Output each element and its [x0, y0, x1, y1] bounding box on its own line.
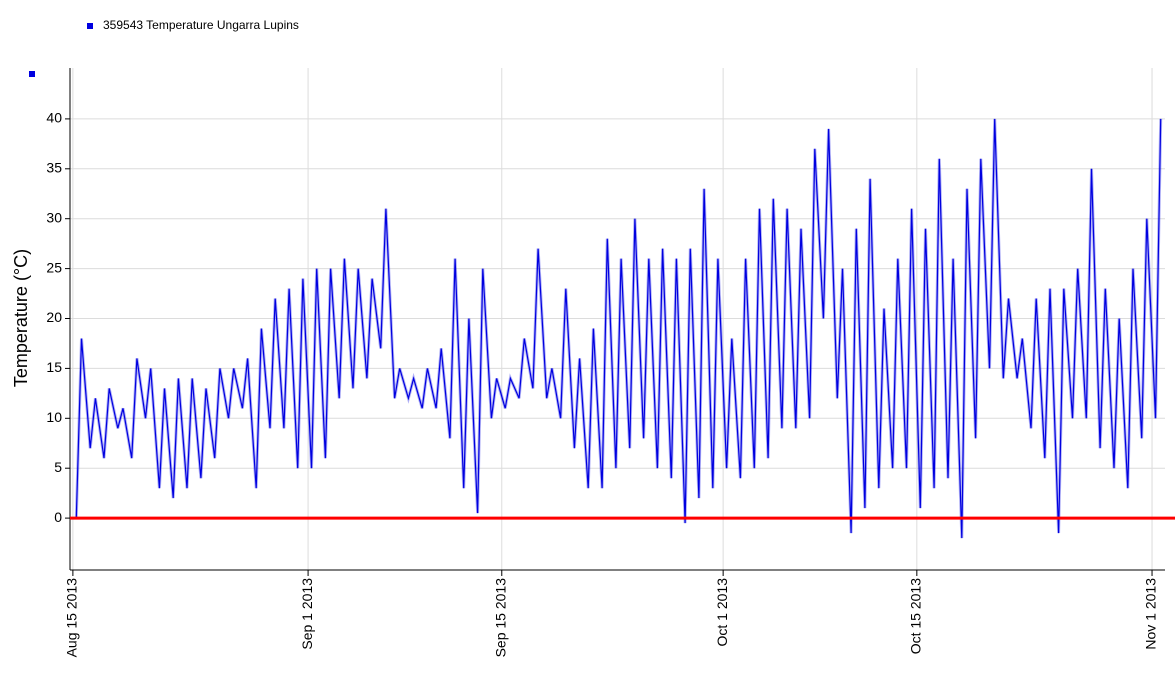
y-tick-label: 20: [46, 309, 62, 325]
y-tick-label: 40: [46, 110, 62, 126]
axis-marker: [29, 71, 35, 77]
y-tick-label: 35: [46, 160, 62, 176]
x-tick-label: Nov 1 2013: [1143, 578, 1159, 650]
legend-swatch: [87, 23, 93, 29]
series-line: [75, 118, 1162, 539]
x-tick-label: Oct 15 2013: [908, 578, 924, 654]
y-tick-label: 0: [54, 509, 62, 525]
y-axis-label: Temperature (°C): [11, 249, 31, 387]
x-tick-label: Oct 1 2013: [714, 578, 730, 647]
y-tick-label: 5: [54, 459, 62, 475]
y-tick-label: 25: [46, 259, 62, 275]
y-tick-label: 10: [46, 409, 62, 425]
x-tick-label: Aug 15 2013: [64, 578, 80, 658]
y-tick-label: 15: [46, 359, 62, 375]
x-tick-label: Sep 15 2013: [492, 578, 508, 658]
series-line-shade: [74, 118, 1163, 539]
x-tick-label: Sep 1 2013: [299, 578, 315, 650]
legend-label: 359543 Temperature Ungarra Lupins: [103, 18, 299, 32]
y-tick-label: 30: [46, 209, 62, 225]
